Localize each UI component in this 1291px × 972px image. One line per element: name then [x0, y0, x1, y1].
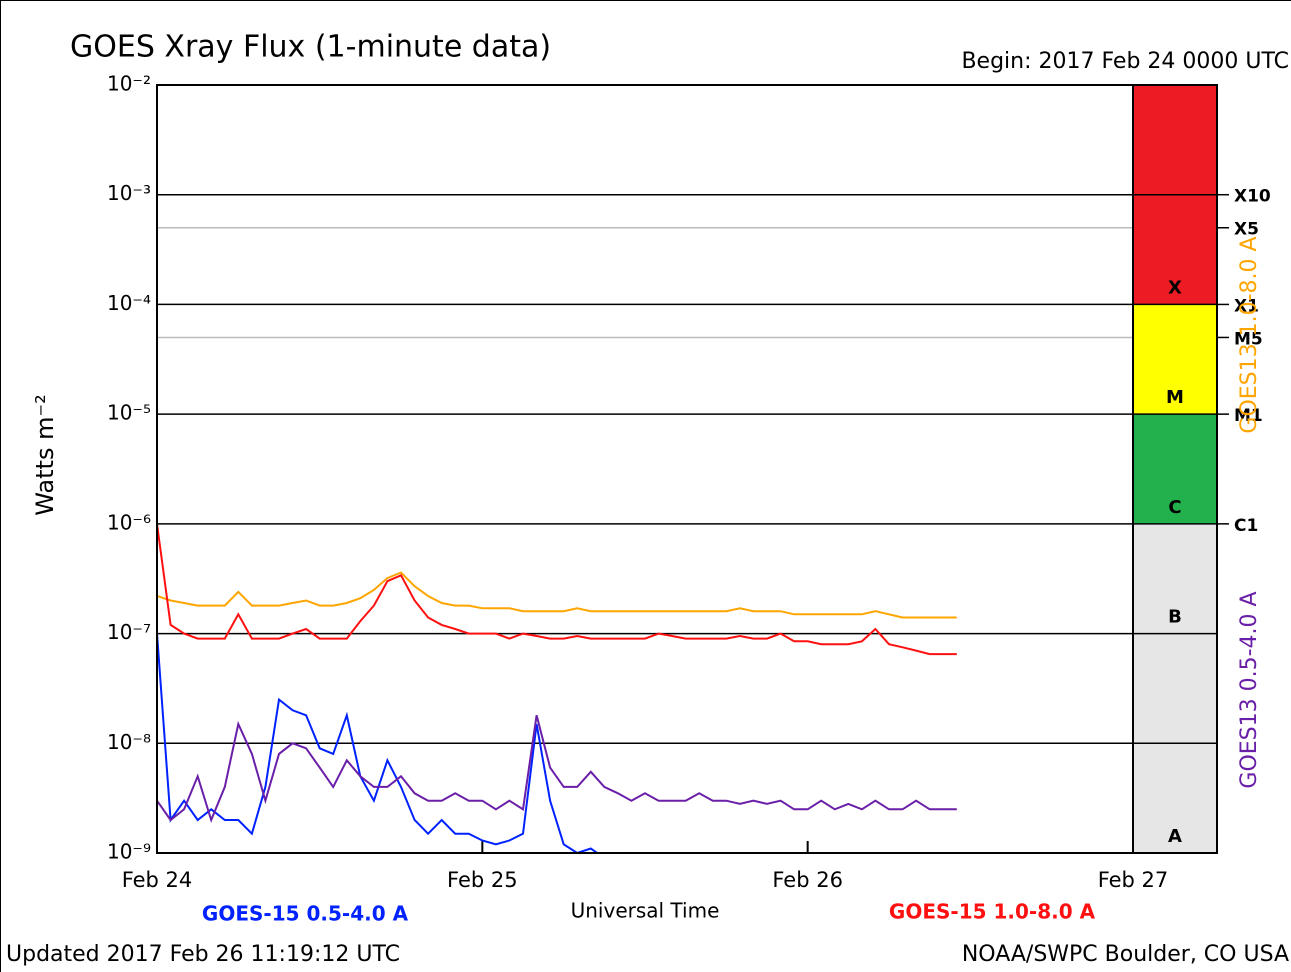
y-tick-label: 10⁻⁴	[107, 291, 151, 315]
series-line	[157, 571, 957, 619]
credit: NOAA/SWPC Boulder, CO USA	[962, 942, 1289, 967]
series-line	[157, 715, 957, 823]
series-line	[157, 523, 957, 656]
y-tick-label: 10⁻⁸	[107, 730, 151, 754]
flare-class-label: M	[1166, 387, 1184, 408]
flare-class-label: B	[1168, 607, 1182, 628]
flare-level-label: X1	[1234, 296, 1259, 316]
flare-level-label: X5	[1234, 220, 1259, 240]
x-axis-label: Universal Time	[571, 899, 720, 923]
x-tick-label: Feb 26	[772, 868, 843, 892]
flare-class-label: C	[1168, 497, 1181, 518]
flare-level-label: C1	[1234, 516, 1258, 536]
flare-level-label: M1	[1234, 406, 1263, 426]
begin-time: Begin: 2017 Feb 24 0000 UTC	[961, 49, 1289, 74]
legend-entry: GOES13 0.5-4.0 A	[1237, 591, 1262, 788]
flare-zone	[1133, 414, 1217, 524]
y-tick-label: 10⁻²	[107, 72, 151, 96]
legend-entry: GOES-15 1.0-8.0 A	[889, 900, 1096, 924]
x-tick-label: Feb 25	[447, 868, 518, 892]
updated-time: Updated 2017 Feb 26 11:19:12 UTC	[6, 942, 400, 967]
x-tick-label: Feb 27	[1098, 868, 1169, 892]
x-tick-label: Feb 24	[122, 868, 193, 892]
flare-class-label: A	[1168, 826, 1182, 847]
series-line	[157, 633, 635, 853]
y-tick-label: 10⁻⁹	[107, 840, 151, 864]
flare-zone	[1133, 523, 1217, 634]
y-tick-label: 10⁻⁷	[107, 620, 151, 644]
flare-level-label: X10	[1234, 187, 1271, 207]
y-tick-label: 10⁻⁵	[107, 401, 151, 425]
flare-class-label: X	[1168, 277, 1182, 298]
y-axis-label: Watts m⁻²	[31, 394, 59, 516]
flare-level-label: M5	[1234, 329, 1263, 349]
chart-title: GOES Xray Flux (1-minute data)	[70, 30, 551, 65]
legend-entry: GOES13 1.0-8.0 A	[1237, 236, 1262, 433]
flare-zone	[1133, 304, 1217, 415]
legend-entry: GOES-15 0.5-4.0 A	[202, 902, 409, 926]
y-tick-label: 10⁻³	[107, 181, 151, 205]
y-tick-label: 10⁻⁶	[107, 510, 151, 534]
plot-frame	[156, 84, 1218, 854]
